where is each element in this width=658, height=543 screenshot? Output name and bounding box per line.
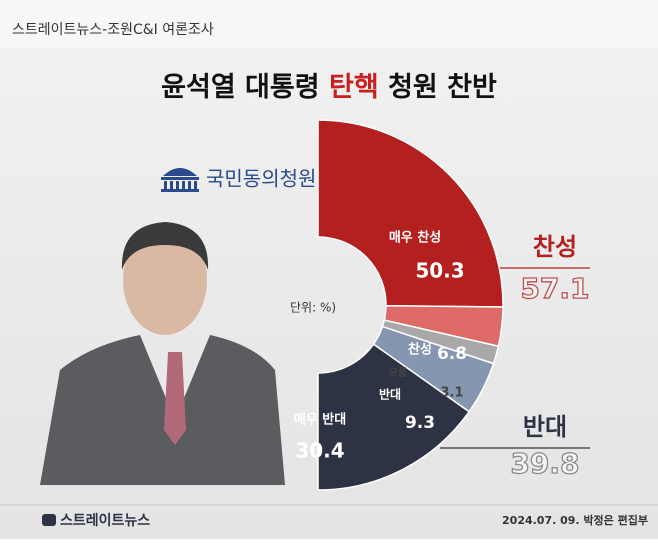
segment-value: 30.4 (295, 439, 344, 463)
segment-value: 50.3 (415, 259, 464, 283)
segment-name: 매우 찬성 (389, 230, 441, 246)
segment-value: 6.8 (437, 344, 467, 364)
segment-name: 모름 (389, 367, 407, 379)
unit-label: 단위: %) (290, 301, 336, 315)
title-part: 윤석열 대통령 (161, 72, 319, 103)
logo-icon (161, 168, 199, 192)
title-part: 청원 찬반 (388, 72, 497, 103)
chart-title: 윤석열 대통령 탄핵 청원 찬반 (161, 72, 497, 103)
header-bar (0, 0, 658, 48)
title-highlight: 탄핵 (329, 72, 379, 103)
segment-value: 3.1 (440, 386, 463, 401)
footer-icon (42, 514, 56, 526)
person-photo (40, 222, 285, 485)
segment-name: 반대 (379, 387, 401, 402)
total-label: 반대 (523, 413, 567, 441)
segment-value: 9.3 (405, 413, 435, 433)
footer-credit: 2024.07. 09. 박정은 편집부 (502, 513, 648, 527)
footer-logo: 스트레이트뉴스 (60, 512, 150, 529)
total-value: 57.1 (520, 272, 589, 305)
segment-name: 매우 반대 (294, 412, 346, 428)
donut: 매우 찬성 50.3 찬성 6.8 모름 3.1 반대 9.3 매우 반대 30.4 (294, 119, 504, 491)
donut-segment (317, 343, 471, 491)
segment-name: 찬성 (408, 342, 432, 358)
source: 스트레이트뉴스-조원C&I 여론조사 (12, 22, 214, 38)
logo-text: 국민동의청원 (206, 167, 316, 191)
total-label: 찬성 (533, 233, 577, 261)
total-value: 39.8 (510, 447, 579, 480)
donut-segment (317, 119, 504, 308)
